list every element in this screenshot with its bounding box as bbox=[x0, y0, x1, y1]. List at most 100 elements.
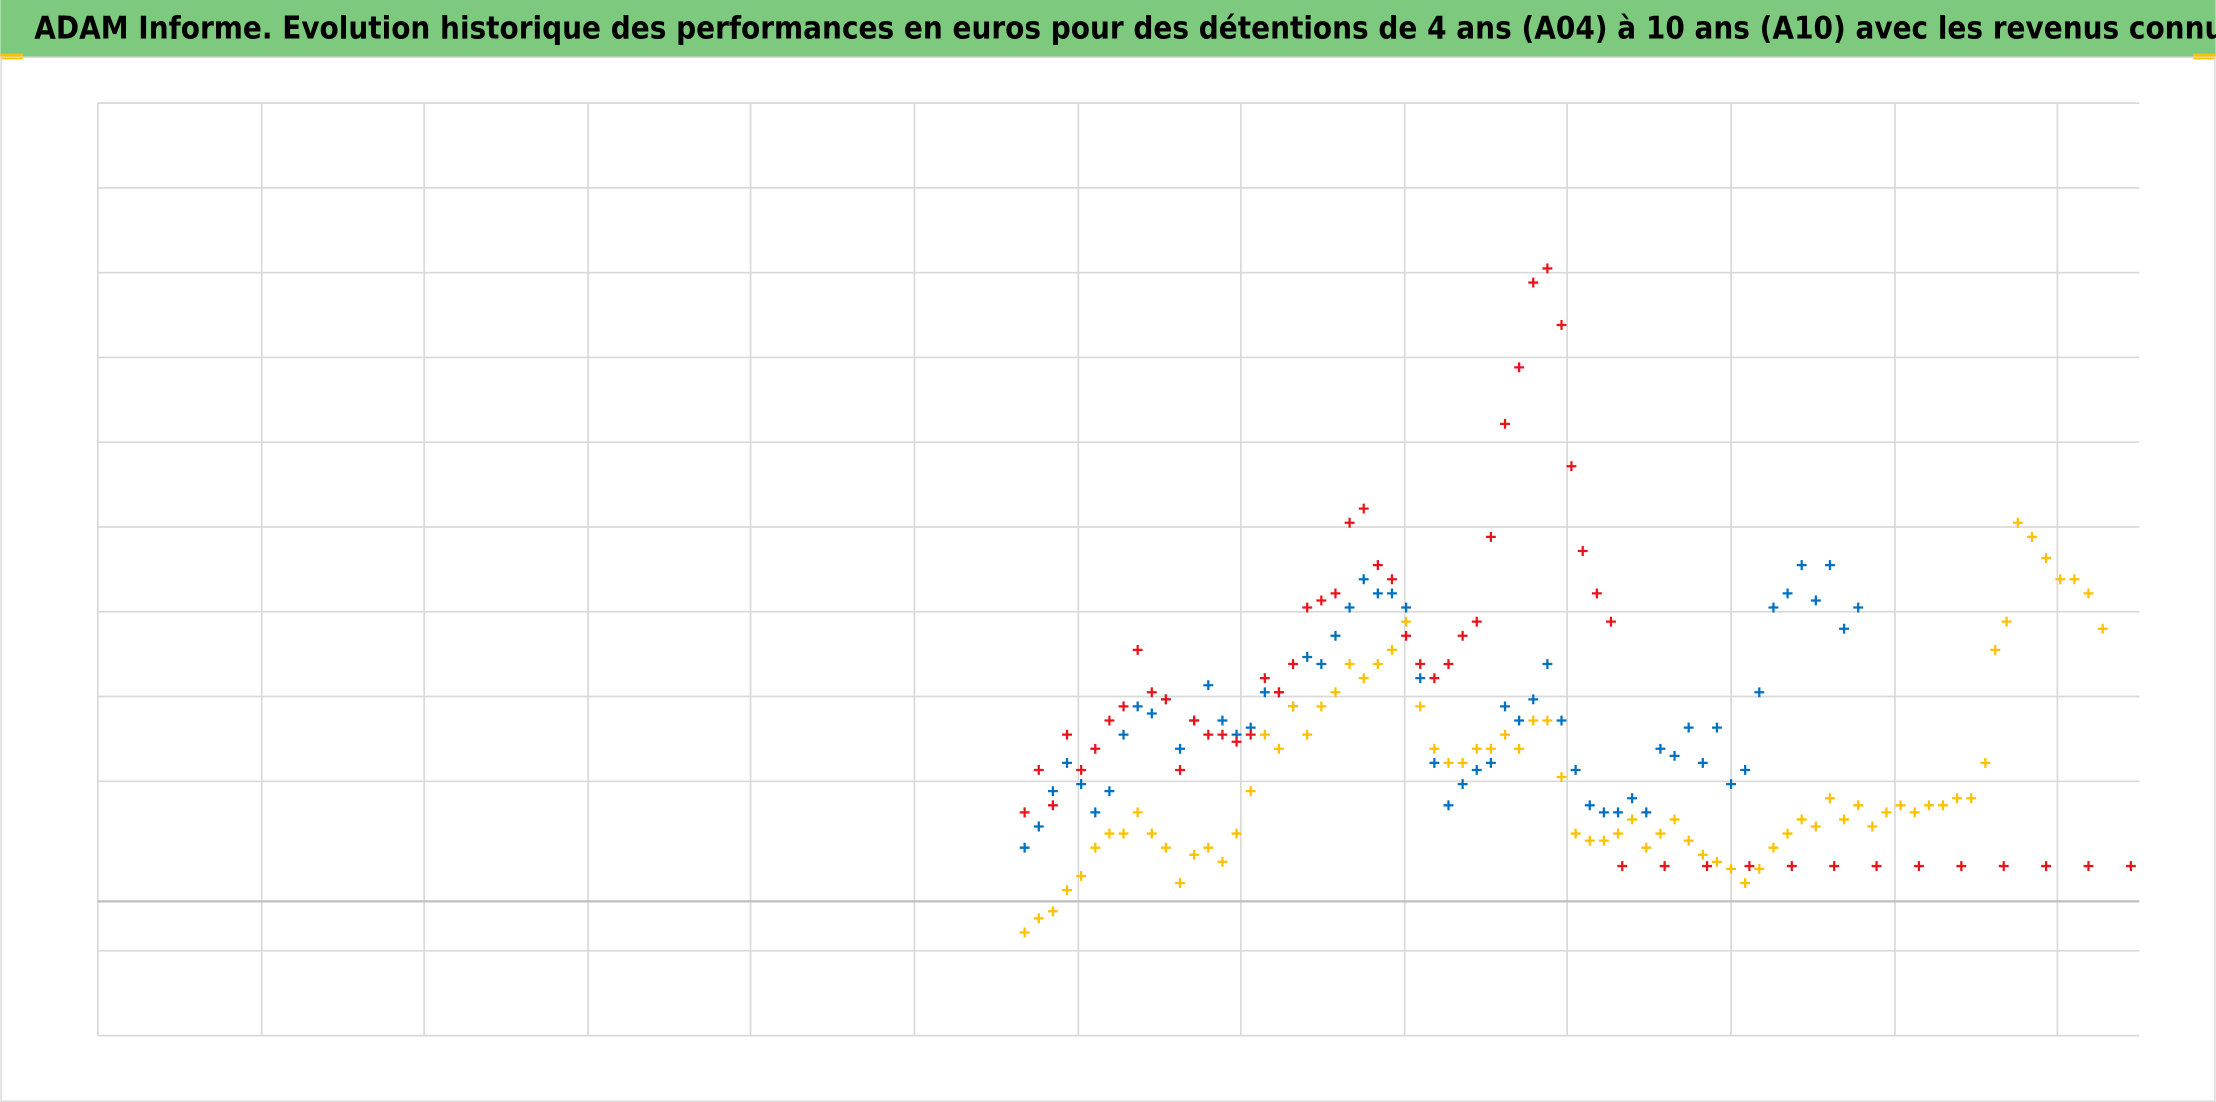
point bbox=[1566, 461, 1577, 472]
point bbox=[1613, 828, 1623, 839]
point bbox=[1160, 694, 1171, 705]
point bbox=[1914, 861, 1924, 872]
point bbox=[1344, 517, 1355, 528]
point bbox=[1938, 800, 1948, 811]
point bbox=[1853, 602, 1864, 613]
point bbox=[1274, 687, 1284, 698]
point bbox=[1606, 616, 1616, 627]
point bbox=[1570, 828, 1581, 839]
point bbox=[1471, 616, 1482, 627]
point bbox=[1542, 659, 1553, 669]
point bbox=[1203, 842, 1214, 853]
point bbox=[1485, 757, 1496, 768]
point bbox=[1090, 743, 1101, 754]
point bbox=[1146, 708, 1157, 719]
point bbox=[1669, 750, 1680, 761]
point bbox=[1429, 757, 1440, 768]
point bbox=[2083, 588, 2094, 599]
point bbox=[1344, 602, 1355, 613]
point bbox=[1330, 630, 1341, 641]
point bbox=[1471, 743, 1482, 754]
point bbox=[1952, 793, 1963, 804]
point bbox=[1683, 722, 1694, 733]
point bbox=[1726, 779, 1736, 790]
point bbox=[1443, 800, 1454, 811]
point bbox=[1528, 277, 1539, 288]
point bbox=[2097, 623, 2108, 634]
point bbox=[1500, 729, 1510, 740]
point bbox=[1528, 694, 1539, 705]
point bbox=[1740, 765, 1751, 775]
point bbox=[1528, 715, 1539, 726]
point bbox=[1302, 652, 1313, 662]
point bbox=[1019, 927, 1030, 938]
point bbox=[1697, 757, 1708, 768]
point bbox=[1372, 560, 1383, 571]
point bbox=[1062, 885, 1072, 896]
point bbox=[1909, 807, 1920, 818]
point bbox=[1118, 729, 1129, 740]
point bbox=[2027, 531, 2037, 542]
point bbox=[1175, 743, 1185, 754]
point bbox=[1514, 743, 1525, 754]
point bbox=[1641, 842, 1652, 853]
point bbox=[2001, 616, 2012, 627]
point bbox=[1659, 861, 1670, 872]
point bbox=[1047, 906, 1058, 917]
point bbox=[1090, 807, 1101, 818]
point bbox=[1146, 687, 1157, 698]
point bbox=[1923, 800, 1934, 811]
point bbox=[1457, 779, 1468, 790]
series bbox=[1019, 560, 1864, 853]
point bbox=[1415, 701, 1426, 712]
point bbox=[1796, 560, 1807, 571]
point bbox=[1372, 588, 1383, 599]
point bbox=[1584, 800, 1595, 811]
point bbox=[1259, 687, 1270, 698]
point bbox=[1627, 793, 1638, 804]
point bbox=[1203, 680, 1214, 691]
point bbox=[1033, 913, 1044, 924]
point bbox=[1104, 828, 1115, 839]
point bbox=[1542, 263, 1553, 274]
point bbox=[2055, 574, 2066, 585]
point bbox=[1740, 878, 1751, 888]
point bbox=[2083, 861, 2094, 872]
point bbox=[1584, 835, 1595, 846]
point bbox=[1160, 842, 1171, 853]
point bbox=[1796, 814, 1807, 825]
point bbox=[2012, 517, 2023, 528]
point bbox=[1062, 729, 1072, 740]
point bbox=[1330, 687, 1341, 698]
point bbox=[1744, 861, 1755, 872]
point bbox=[1881, 807, 1892, 818]
point bbox=[1711, 722, 1722, 733]
point bbox=[1556, 772, 1567, 782]
chart-title: ADAM Informe. Evolution historique des p… bbox=[34, 11, 2216, 47]
point bbox=[1786, 861, 1797, 872]
point bbox=[1598, 807, 1609, 818]
point bbox=[1217, 856, 1228, 867]
point bbox=[1443, 659, 1454, 669]
point bbox=[1457, 630, 1468, 641]
point bbox=[1104, 715, 1115, 726]
point bbox=[1966, 793, 1977, 804]
point bbox=[1853, 800, 1864, 811]
point bbox=[1617, 861, 1628, 872]
point bbox=[1613, 807, 1623, 818]
point bbox=[1669, 814, 1680, 825]
point bbox=[1990, 644, 2001, 655]
point bbox=[1330, 588, 1341, 599]
title-bar bbox=[0, 0, 2216, 57]
point bbox=[1344, 659, 1355, 669]
point bbox=[1810, 595, 1821, 606]
point bbox=[1998, 861, 2009, 872]
point bbox=[1542, 715, 1553, 726]
point bbox=[1189, 715, 1200, 726]
point bbox=[1019, 807, 1030, 818]
point bbox=[1839, 623, 1850, 634]
point bbox=[1782, 588, 1793, 599]
point bbox=[1591, 588, 1602, 599]
point bbox=[1443, 757, 1454, 768]
series bbox=[1019, 263, 2136, 872]
